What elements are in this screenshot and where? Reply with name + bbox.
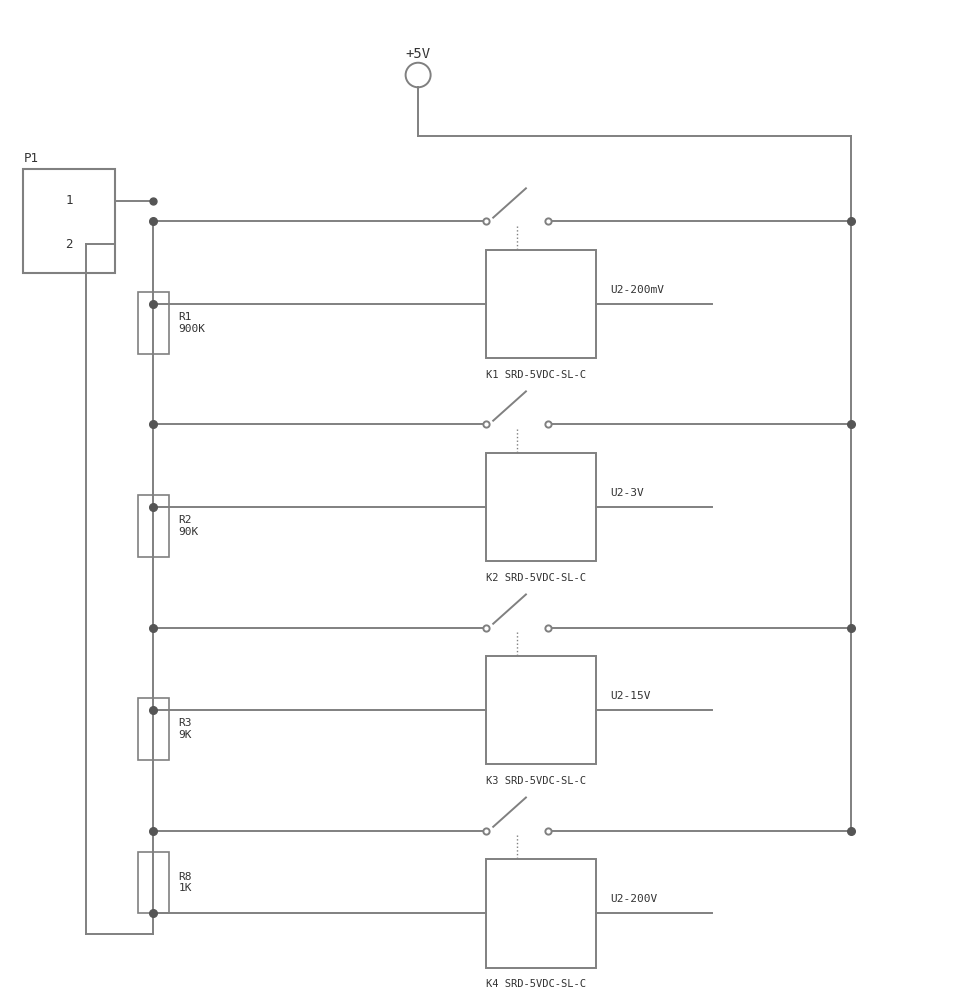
FancyBboxPatch shape <box>23 169 115 273</box>
Text: U2-200V: U2-200V <box>611 894 658 904</box>
Text: U2-200mV: U2-200mV <box>611 285 664 295</box>
Text: 2: 2 <box>65 238 73 251</box>
Text: U2-3V: U2-3V <box>611 488 645 498</box>
FancyBboxPatch shape <box>138 852 169 913</box>
Text: K2 SRD-5VDC-SL-C: K2 SRD-5VDC-SL-C <box>486 573 586 583</box>
FancyBboxPatch shape <box>138 698 169 760</box>
Text: P1: P1 <box>23 152 39 165</box>
FancyBboxPatch shape <box>138 495 169 557</box>
FancyBboxPatch shape <box>138 292 169 354</box>
FancyBboxPatch shape <box>486 453 596 561</box>
FancyBboxPatch shape <box>486 859 596 968</box>
Text: U2-15V: U2-15V <box>611 691 652 701</box>
Text: R3
9K: R3 9K <box>179 718 192 740</box>
Text: R2
90K: R2 90K <box>179 515 199 537</box>
Text: K4 SRD-5VDC-SL-C: K4 SRD-5VDC-SL-C <box>486 979 586 989</box>
FancyBboxPatch shape <box>486 656 596 764</box>
Text: 1: 1 <box>65 194 73 207</box>
Text: +5V: +5V <box>406 47 431 61</box>
Text: R1
900K: R1 900K <box>179 312 206 334</box>
FancyBboxPatch shape <box>486 250 596 358</box>
Text: K1 SRD-5VDC-SL-C: K1 SRD-5VDC-SL-C <box>486 370 586 380</box>
Text: R8
1K: R8 1K <box>179 872 192 893</box>
Text: K3 SRD-5VDC-SL-C: K3 SRD-5VDC-SL-C <box>486 776 586 786</box>
